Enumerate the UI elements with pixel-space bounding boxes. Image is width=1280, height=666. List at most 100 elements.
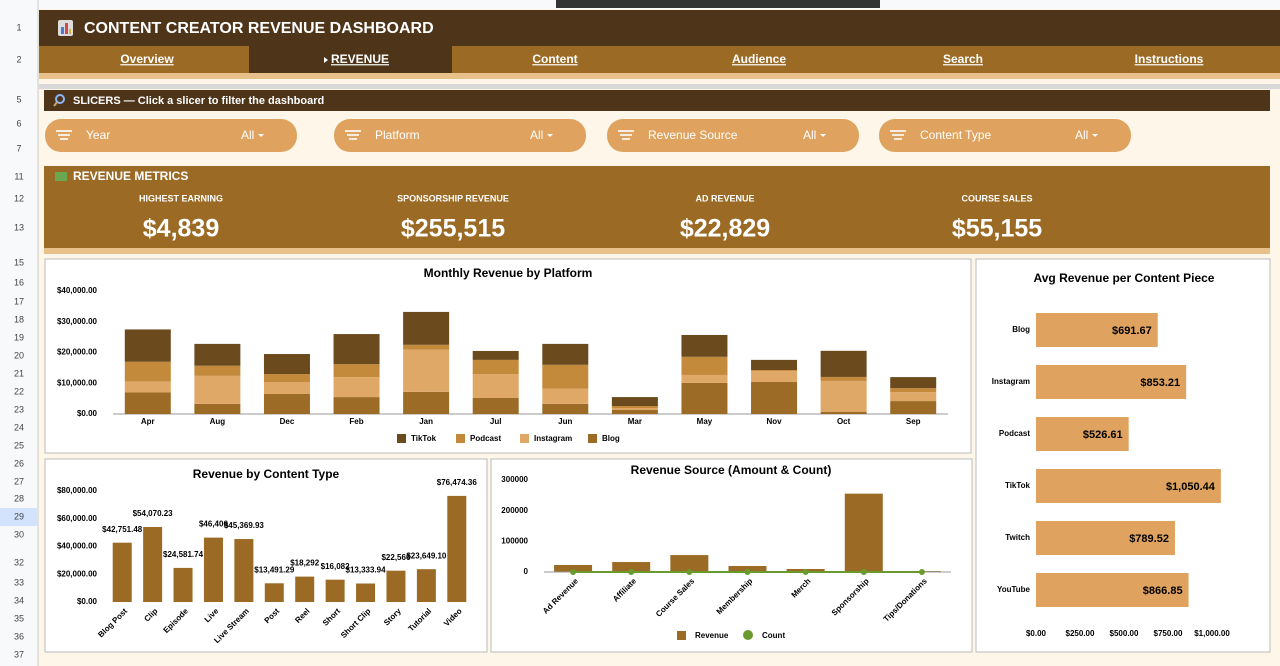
row-header: 34: [14, 595, 24, 605]
bar: [612, 562, 651, 572]
y-tick-label: Podcast: [999, 429, 1030, 438]
legend-swatch: [588, 434, 597, 443]
header-icon: [65, 23, 68, 34]
row-header: 19: [14, 332, 24, 342]
nav-tab[interactable]: Content: [532, 52, 577, 66]
header-bar: [39, 10, 1280, 46]
bar-segment: [124, 329, 171, 362]
slicer[interactable]: [45, 119, 297, 152]
y-tick-label: $30,000.00: [57, 317, 98, 326]
chart-title: Revenue by Content Type: [193, 467, 340, 481]
bar-segment: [890, 388, 937, 393]
y-tick-label: $0.00: [77, 597, 98, 606]
legend-label: Podcast: [470, 434, 501, 443]
row-header: 16: [14, 277, 24, 287]
row-header: 25: [14, 440, 24, 450]
slicer-label: Year: [86, 128, 110, 142]
row-header: 1: [16, 22, 21, 32]
row-header: 12: [14, 193, 24, 203]
nav-tab[interactable]: Instructions: [1135, 52, 1204, 66]
header-icon: [61, 27, 64, 34]
bar-segment: [263, 382, 310, 395]
bar: [143, 526, 163, 602]
bar-segment: [890, 377, 937, 389]
row-header: 30: [14, 529, 24, 539]
y-tick-label: $20,000.00: [57, 348, 98, 357]
row-header: 15: [14, 257, 24, 267]
point: [686, 568, 693, 575]
value-label: $853.21: [1140, 377, 1180, 389]
slicer[interactable]: [607, 119, 859, 152]
row-header: 26: [14, 458, 24, 468]
bar-segment: [194, 343, 241, 366]
bar-segment: [681, 334, 728, 357]
row-header: 20: [14, 350, 24, 360]
bar-segment: [542, 403, 589, 414]
x-tick-label: Nov: [766, 417, 782, 426]
bar-segment: [472, 398, 519, 414]
nav-tab[interactable]: Overview: [120, 52, 174, 66]
legend-swatch: [397, 434, 406, 443]
metric-label: AD REVENUE: [695, 193, 754, 203]
nav-tab[interactable]: Audience: [732, 52, 786, 66]
legend-swatch: [743, 630, 753, 640]
chart-panel: [490, 458, 973, 653]
y-tick-label: $40,000.00: [57, 542, 98, 551]
bar-segment: [820, 350, 867, 377]
bar-segment: [194, 375, 241, 404]
tab-bar: [39, 46, 1280, 73]
metric-label: SPONSORSHIP REVENUE: [397, 193, 509, 203]
bar: [112, 542, 132, 602]
selected-row: [0, 508, 38, 526]
bar-segment: [681, 356, 728, 375]
y-tick-label: $20,000.00: [57, 569, 98, 578]
metric-value: $22,829: [680, 215, 770, 243]
slicer[interactable]: [879, 119, 1131, 152]
chart-title: Monthly Revenue by Platform: [424, 266, 593, 280]
metrics-stripe: [44, 248, 1270, 254]
row-header: 2: [16, 54, 21, 64]
legend-label: TikTok: [411, 434, 437, 443]
row-header: 32: [14, 557, 24, 567]
bar-segment: [542, 388, 589, 404]
bar-segment: [403, 311, 450, 345]
toolbar-overlay: [556, 0, 880, 8]
y-tick-label: TikTok: [1005, 481, 1031, 490]
value-label: $16,082: [321, 562, 350, 571]
value-label: $526.61: [1083, 429, 1123, 441]
slicer-label: Content Type: [920, 128, 991, 142]
x-tick-label: Apr: [141, 417, 155, 426]
bar-segment: [820, 376, 867, 381]
chart-title: Revenue Source (Amount & Count): [631, 463, 832, 477]
row-header: 35: [14, 613, 24, 623]
row-header: 29: [14, 511, 24, 521]
y-tick-label: Blog: [1012, 325, 1030, 334]
legend-label: Count: [762, 631, 785, 640]
bar: [447, 495, 467, 602]
value-label: $18,292: [290, 559, 319, 568]
slicer-value: All: [530, 128, 543, 142]
bar: [264, 583, 284, 602]
x-tick-label: $750.00: [1154, 629, 1183, 638]
bar-segment: [472, 359, 519, 375]
slicer[interactable]: [334, 119, 586, 152]
y-tick-label: $80,000.00: [57, 486, 98, 495]
bar: [386, 570, 406, 602]
nav-tab[interactable]: Search: [943, 52, 983, 66]
bar: [416, 569, 436, 602]
bar-segment: [124, 361, 171, 382]
freeze-divider: [39, 84, 1280, 89]
row-header: 5: [16, 94, 21, 104]
legend-swatch: [456, 434, 465, 443]
bar-segment: [472, 374, 519, 399]
bar: [844, 493, 883, 572]
bar: [1036, 313, 1158, 347]
bar-segment: [820, 412, 867, 414]
bar-segment: [333, 397, 380, 414]
bar-segment: [611, 408, 658, 411]
nav-tab[interactable]: REVENUE: [331, 52, 389, 66]
bar: [1036, 365, 1187, 399]
header-icon: [69, 29, 71, 34]
row-header: 6: [16, 118, 21, 128]
